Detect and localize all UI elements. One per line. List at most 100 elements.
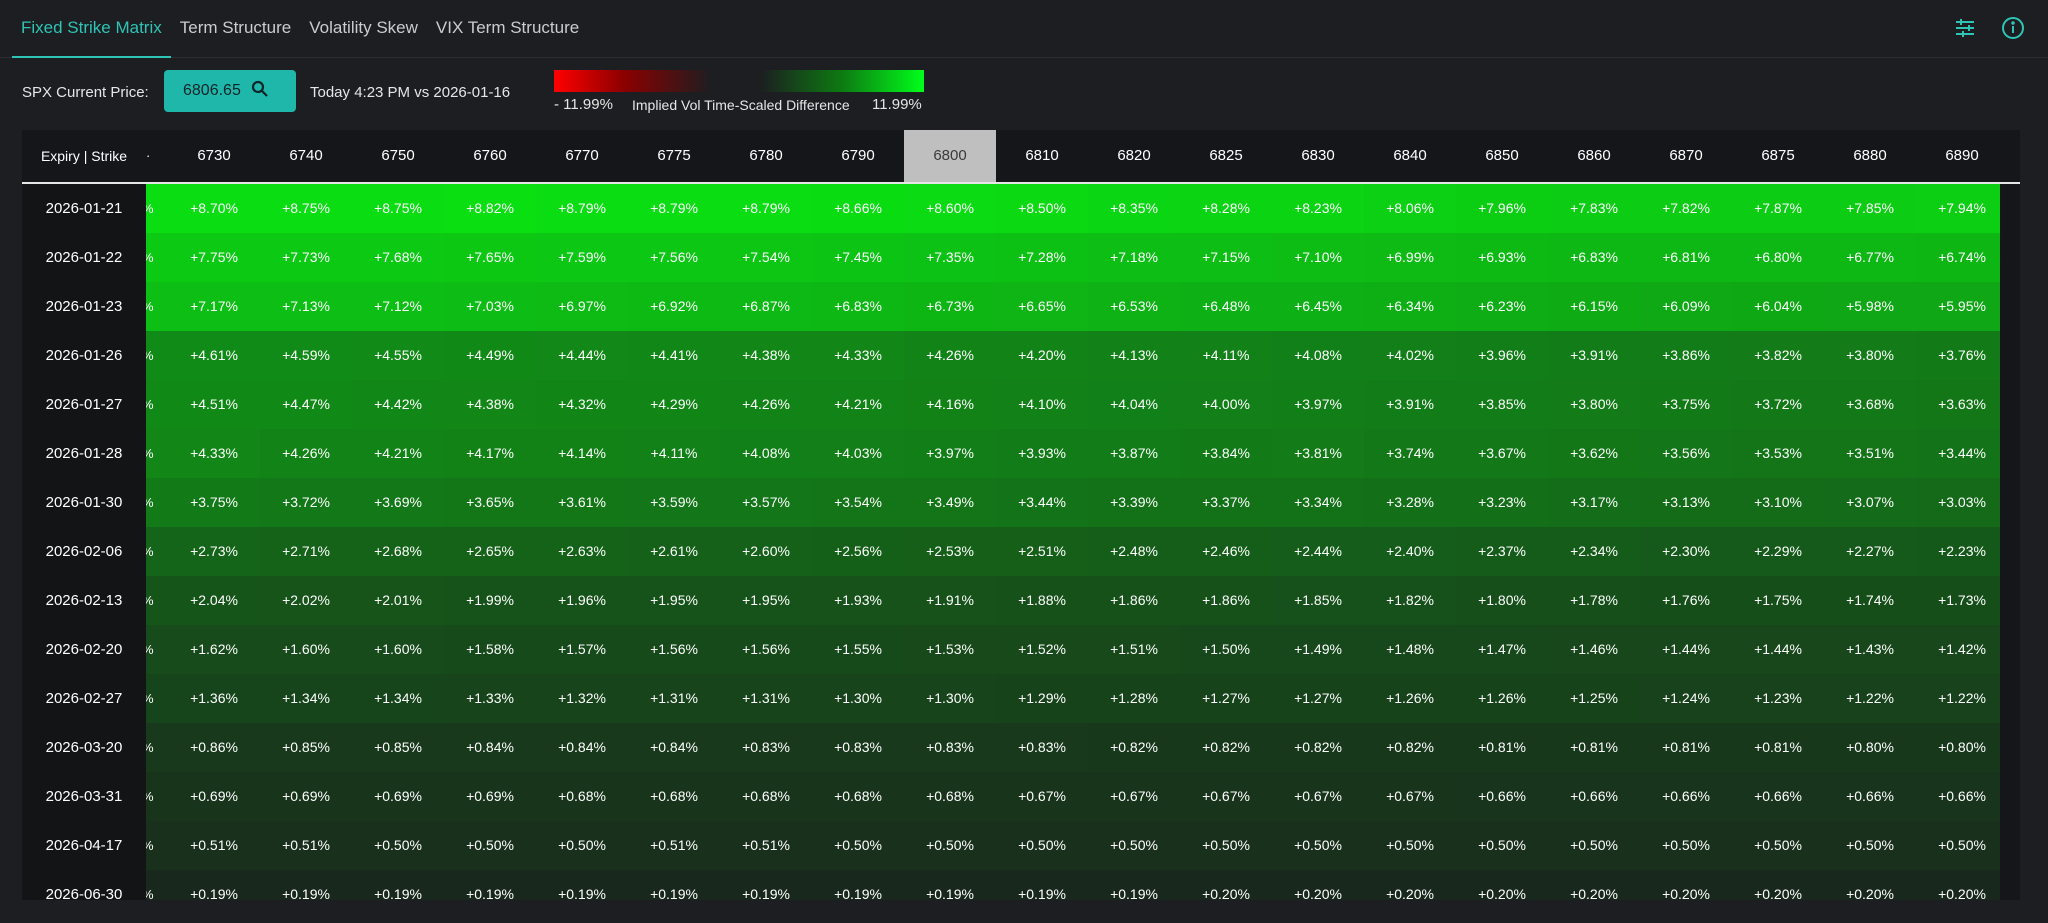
matrix-cell[interactable]: +3.28% [1364,478,1456,527]
matrix-cell[interactable]: +6.97% [536,282,628,331]
matrix-cell[interactable]: +0.66% [1916,772,2000,821]
matrix-cell[interactable]: +0.68% [812,772,904,821]
matrix-cell[interactable]: +4.02% [1364,331,1456,380]
matrix-cell[interactable]: +1.30% [904,674,996,723]
matrix-cell[interactable]: +0.50% [1916,821,2000,870]
tab-volatility-skew[interactable]: Volatility Skew [309,18,418,37]
matrix-cell[interactable]: +0.81% [1732,723,1824,772]
matrix-cell[interactable]: +3.44% [1916,429,2000,478]
matrix-cell[interactable]: +3.03% [1916,478,2000,527]
matrix-cell[interactable]: +0.19% [628,870,720,900]
matrix-cell[interactable]: +7.96% [1456,184,1548,233]
matrix-cell[interactable]: +6.65% [996,282,1088,331]
matrix-cell[interactable]: +1.57% [536,625,628,674]
matrix-cell[interactable]: +1.49% [1272,625,1364,674]
matrix-cell[interactable]: +4.08% [1272,331,1364,380]
matrix-cell[interactable]: +1.42% [1916,625,2000,674]
matrix-cell[interactable]: +3.53% [1732,429,1824,478]
matrix-cell[interactable]: +2.23% [1916,527,2000,576]
matrix-cell[interactable]: +4.11% [628,429,720,478]
matrix-cell[interactable]: +4.20% [996,331,1088,380]
matrix-cell[interactable]: +2.48% [1088,527,1180,576]
matrix-cell[interactable]: +4.47% [260,380,352,429]
tab-fixed-strike-matrix[interactable]: Fixed Strike Matrix [12,0,171,58]
matrix-cell[interactable]: +6.45% [1272,282,1364,331]
matrix-cell[interactable]: +6.09% [1640,282,1732,331]
matrix-cell[interactable]: +0.50% [1732,821,1824,870]
matrix-cell[interactable]: +0.50% [1824,821,1916,870]
matrix-cell[interactable]: +3.37% [1180,478,1272,527]
matrix-cell[interactable]: +4.33% [812,331,904,380]
matrix-cell[interactable]: +0.50% [904,821,996,870]
matrix-cell[interactable]: +2.30% [1640,527,1732,576]
matrix-cell[interactable]: +6.99% [1364,233,1456,282]
matrix-cell[interactable]: +0.19% [720,870,812,900]
matrix-cell[interactable]: +6.48% [1180,282,1272,331]
matrix-cell[interactable]: +0.83% [904,723,996,772]
matrix-cell[interactable]: +3.93% [996,429,1088,478]
matrix-cell[interactable]: +1.95% [628,576,720,625]
matrix-cell[interactable]: +0.69% [260,772,352,821]
matrix-cell[interactable]: +3.10% [1732,478,1824,527]
matrix-cell[interactable]: +4.14% [536,429,628,478]
matrix-cell[interactable]: +2.63% [536,527,628,576]
matrix-cell[interactable]: +3.63% [1916,380,2000,429]
matrix-cell[interactable]: +8.35% [1088,184,1180,233]
matrix-cell[interactable]: +0.50% [1640,821,1732,870]
matrix-cell[interactable]: +6.83% [1548,233,1640,282]
matrix-cell[interactable]: +3.80% [1548,380,1640,429]
matrix-cell[interactable]: +3.91% [1364,380,1456,429]
matrix-cell[interactable]: +3.57% [720,478,812,527]
matrix-cell[interactable]: +0.68% [904,772,996,821]
matrix-cell[interactable]: +0.50% [1180,821,1272,870]
matrix-cell[interactable]: +7.94% [1916,184,2000,233]
matrix-cell[interactable]: +0.50% [1272,821,1364,870]
matrix-cell[interactable]: +2.44% [1272,527,1364,576]
matrix-cell[interactable]: +0.66% [1732,772,1824,821]
matrix-cell[interactable]: +0.20% [1640,870,1732,900]
matrix-cell[interactable]: +3.07% [1824,478,1916,527]
matrix-cell[interactable]: +0.67% [1272,772,1364,821]
matrix-cell[interactable]: +3.87% [1088,429,1180,478]
matrix-cell[interactable]: +7.28% [996,233,1088,282]
matrix-cell[interactable]: +1.85% [1272,576,1364,625]
matrix-cell[interactable]: +0.66% [1640,772,1732,821]
matrix-cell[interactable]: +4.61% [168,331,260,380]
matrix-cell[interactable]: +4.33% [168,429,260,478]
matrix-cell[interactable]: +1.46% [1548,625,1640,674]
matrix-cell[interactable]: +6.04% [1732,282,1824,331]
matrix-cell[interactable]: +0.50% [996,821,1088,870]
matrix-cell[interactable]: +1.22% [1824,674,1916,723]
matrix-cell[interactable]: +0.66% [1456,772,1548,821]
matrix-cell[interactable]: +2.61% [628,527,720,576]
matrix-cell[interactable]: +1.91% [904,576,996,625]
matrix-cell[interactable]: +2.01% [352,576,444,625]
matrix-cell[interactable]: +3.59% [628,478,720,527]
matrix-cell[interactable]: +7.10% [1272,233,1364,282]
matrix-cell[interactable]: +4.21% [352,429,444,478]
matrix-cell[interactable]: +0.50% [1364,821,1456,870]
matrix-cell[interactable]: +2.53% [904,527,996,576]
matrix-cell[interactable]: +1.95% [720,576,812,625]
matrix-cell[interactable]: +4.03% [812,429,904,478]
matrix-cell[interactable]: +1.75% [1732,576,1824,625]
matrix-cell[interactable]: +7.56% [628,233,720,282]
matrix-cell[interactable]: +3.56% [1640,429,1732,478]
matrix-cell[interactable]: +3.97% [904,429,996,478]
matrix-cell[interactable]: +7.45% [812,233,904,282]
matrix-cell[interactable]: +0.82% [1364,723,1456,772]
matrix-cell[interactable]: +3.39% [1088,478,1180,527]
matrix-cell[interactable]: +0.84% [444,723,536,772]
matrix-cell[interactable]: +2.46% [1180,527,1272,576]
matrix-cell[interactable]: +6.53% [1088,282,1180,331]
matrix-cell[interactable]: +0.19% [536,870,628,900]
matrix-cell[interactable]: +6.87% [720,282,812,331]
matrix-cell[interactable]: +1.26% [1364,674,1456,723]
matrix-cell[interactable]: +1.62% [168,625,260,674]
matrix-cell[interactable]: +0.19% [904,870,996,900]
matrix-cell[interactable]: +4.04% [1088,380,1180,429]
matrix-cell[interactable]: +7.75% [168,233,260,282]
matrix-cell[interactable]: +4.38% [720,331,812,380]
matrix-cell[interactable]: +2.68% [352,527,444,576]
matrix-cell[interactable]: +6.83% [812,282,904,331]
